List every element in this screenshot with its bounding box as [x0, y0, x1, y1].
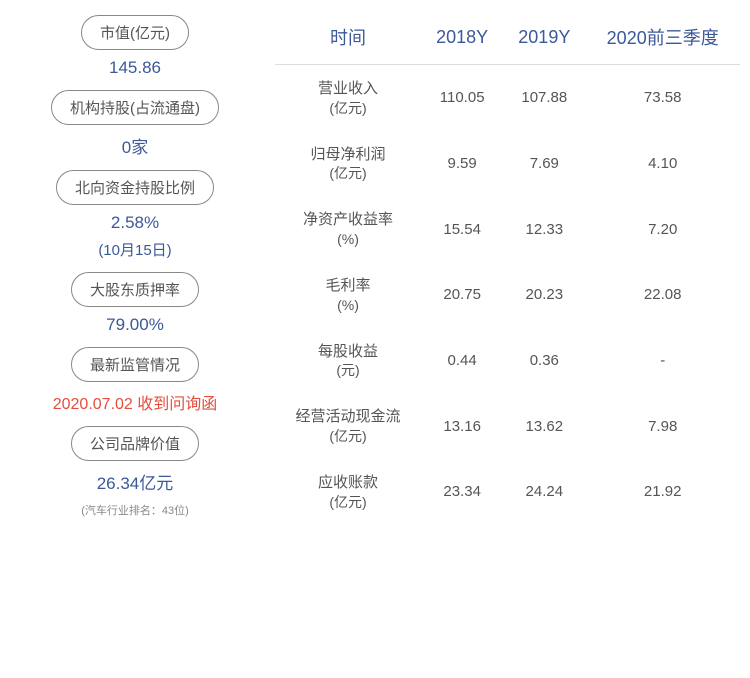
value-cell-6-1: 24.24: [503, 459, 585, 525]
table-header-1: 2018Y: [421, 10, 503, 65]
metric-unit: (亿元): [283, 493, 413, 511]
metric-unit: (亿元): [283, 99, 413, 117]
metric-value-1: 0家: [122, 133, 148, 158]
metric-value-4: 2020.07.02 收到问询函: [53, 390, 218, 414]
value-cell-1-2: 4.10: [585, 131, 740, 197]
metric-label-1: 机构持股(占流通盘): [51, 90, 219, 125]
value-cell-4-2: -: [585, 328, 740, 394]
table-row: 净资产收益率(%)15.5412.337.20: [275, 196, 740, 262]
metric-name: 毛利率: [283, 276, 413, 296]
metric-value-5: 26.34亿元: [97, 469, 174, 494]
metric-cell-3: 毛利率(%): [275, 262, 421, 328]
table-row: 归母净利润(亿元)9.597.694.10: [275, 131, 740, 197]
metric-unit: (亿元): [283, 427, 413, 445]
table-header-row: 时间2018Y2019Y2020前三季度: [275, 10, 740, 65]
metric-label-5: 公司品牌价值: [71, 426, 199, 461]
metric-label-3: 大股东质押率: [71, 272, 199, 307]
value-cell-0-1: 107.88: [503, 65, 585, 131]
value-cell-6-2: 21.92: [585, 459, 740, 525]
metric-unit: (%): [283, 296, 413, 314]
value-cell-5-1: 13.62: [503, 393, 585, 459]
left-metrics-panel: 市值(亿元) 145.86 机构持股(占流通盘) 0家北向资金持股比例 2.58% (10…: [10, 10, 260, 668]
metric-name: 经营活动现金流: [283, 407, 413, 427]
metric-value-0: 145.86: [109, 58, 161, 78]
metric-unit: (%): [283, 230, 413, 248]
table-body: 营业收入(亿元)110.05107.8873.58归母净利润(亿元)9.597.…: [275, 65, 740, 525]
metric-value-3: 79.00%: [106, 315, 164, 335]
financial-data-table: 时间2018Y2019Y2020前三季度 营业收入(亿元)110.05107.8…: [275, 10, 740, 525]
value-cell-2-2: 7.20: [585, 196, 740, 262]
right-data-panel: 时间2018Y2019Y2020前三季度 营业收入(亿元)110.05107.8…: [260, 10, 740, 668]
metric-name: 每股收益: [283, 342, 413, 362]
value-cell-6-0: 23.34: [421, 459, 503, 525]
metric-name: 归母净利润: [283, 145, 413, 165]
metric-name: 净资产收益率: [283, 210, 413, 230]
metric-cell-1: 归母净利润(亿元): [275, 131, 421, 197]
metric-cell-0: 营业收入(亿元): [275, 65, 421, 131]
metric-cell-6: 应收账款(亿元): [275, 459, 421, 525]
value-cell-0-2: 73.58: [585, 65, 740, 131]
value-cell-3-2: 22.08: [585, 262, 740, 328]
value-cell-3-0: 20.75: [421, 262, 503, 328]
table-row: 经营活动现金流(亿元)13.1613.627.98: [275, 393, 740, 459]
value-cell-1-1: 7.69: [503, 131, 585, 197]
metric-value-2: 2.58%: [111, 213, 159, 233]
value-cell-5-2: 7.98: [585, 393, 740, 459]
value-cell-3-1: 20.23: [503, 262, 585, 328]
table-header-3: 2020前三季度: [585, 10, 740, 65]
table-row: 每股收益(元)0.440.36-: [275, 328, 740, 394]
metric-label-2: 北向资金持股比例: [56, 170, 214, 205]
value-cell-5-0: 13.16: [421, 393, 503, 459]
metric-cell-4: 每股收益(元): [275, 328, 421, 394]
metric-cell-2: 净资产收益率(%): [275, 196, 421, 262]
metric-label-0: 市值(亿元): [81, 15, 189, 50]
table-header-0: 时间: [275, 10, 421, 65]
metric-name: 营业收入: [283, 79, 413, 99]
value-cell-4-0: 0.44: [421, 328, 503, 394]
table-row: 营业收入(亿元)110.05107.8873.58: [275, 65, 740, 131]
table-header-2: 2019Y: [503, 10, 585, 65]
metric-unit: (元): [283, 361, 413, 379]
table-row: 毛利率(%)20.7520.2322.08: [275, 262, 740, 328]
value-cell-0-0: 110.05: [421, 65, 503, 131]
metric-name: 应收账款: [283, 473, 413, 493]
value-cell-4-1: 0.36: [503, 328, 585, 394]
value-cell-2-1: 12.33: [503, 196, 585, 262]
metric-unit: (亿元): [283, 164, 413, 182]
metric-label-4: 最新监管情况: [71, 347, 199, 382]
table-row: 应收账款(亿元)23.3424.2421.92: [275, 459, 740, 525]
metric-subnote-5: (汽车行业排名：43位): [81, 502, 189, 518]
value-cell-1-0: 9.59: [421, 131, 503, 197]
metric-note-2: (10月15日): [98, 239, 171, 260]
value-cell-2-0: 15.54: [421, 196, 503, 262]
metric-cell-5: 经营活动现金流(亿元): [275, 393, 421, 459]
